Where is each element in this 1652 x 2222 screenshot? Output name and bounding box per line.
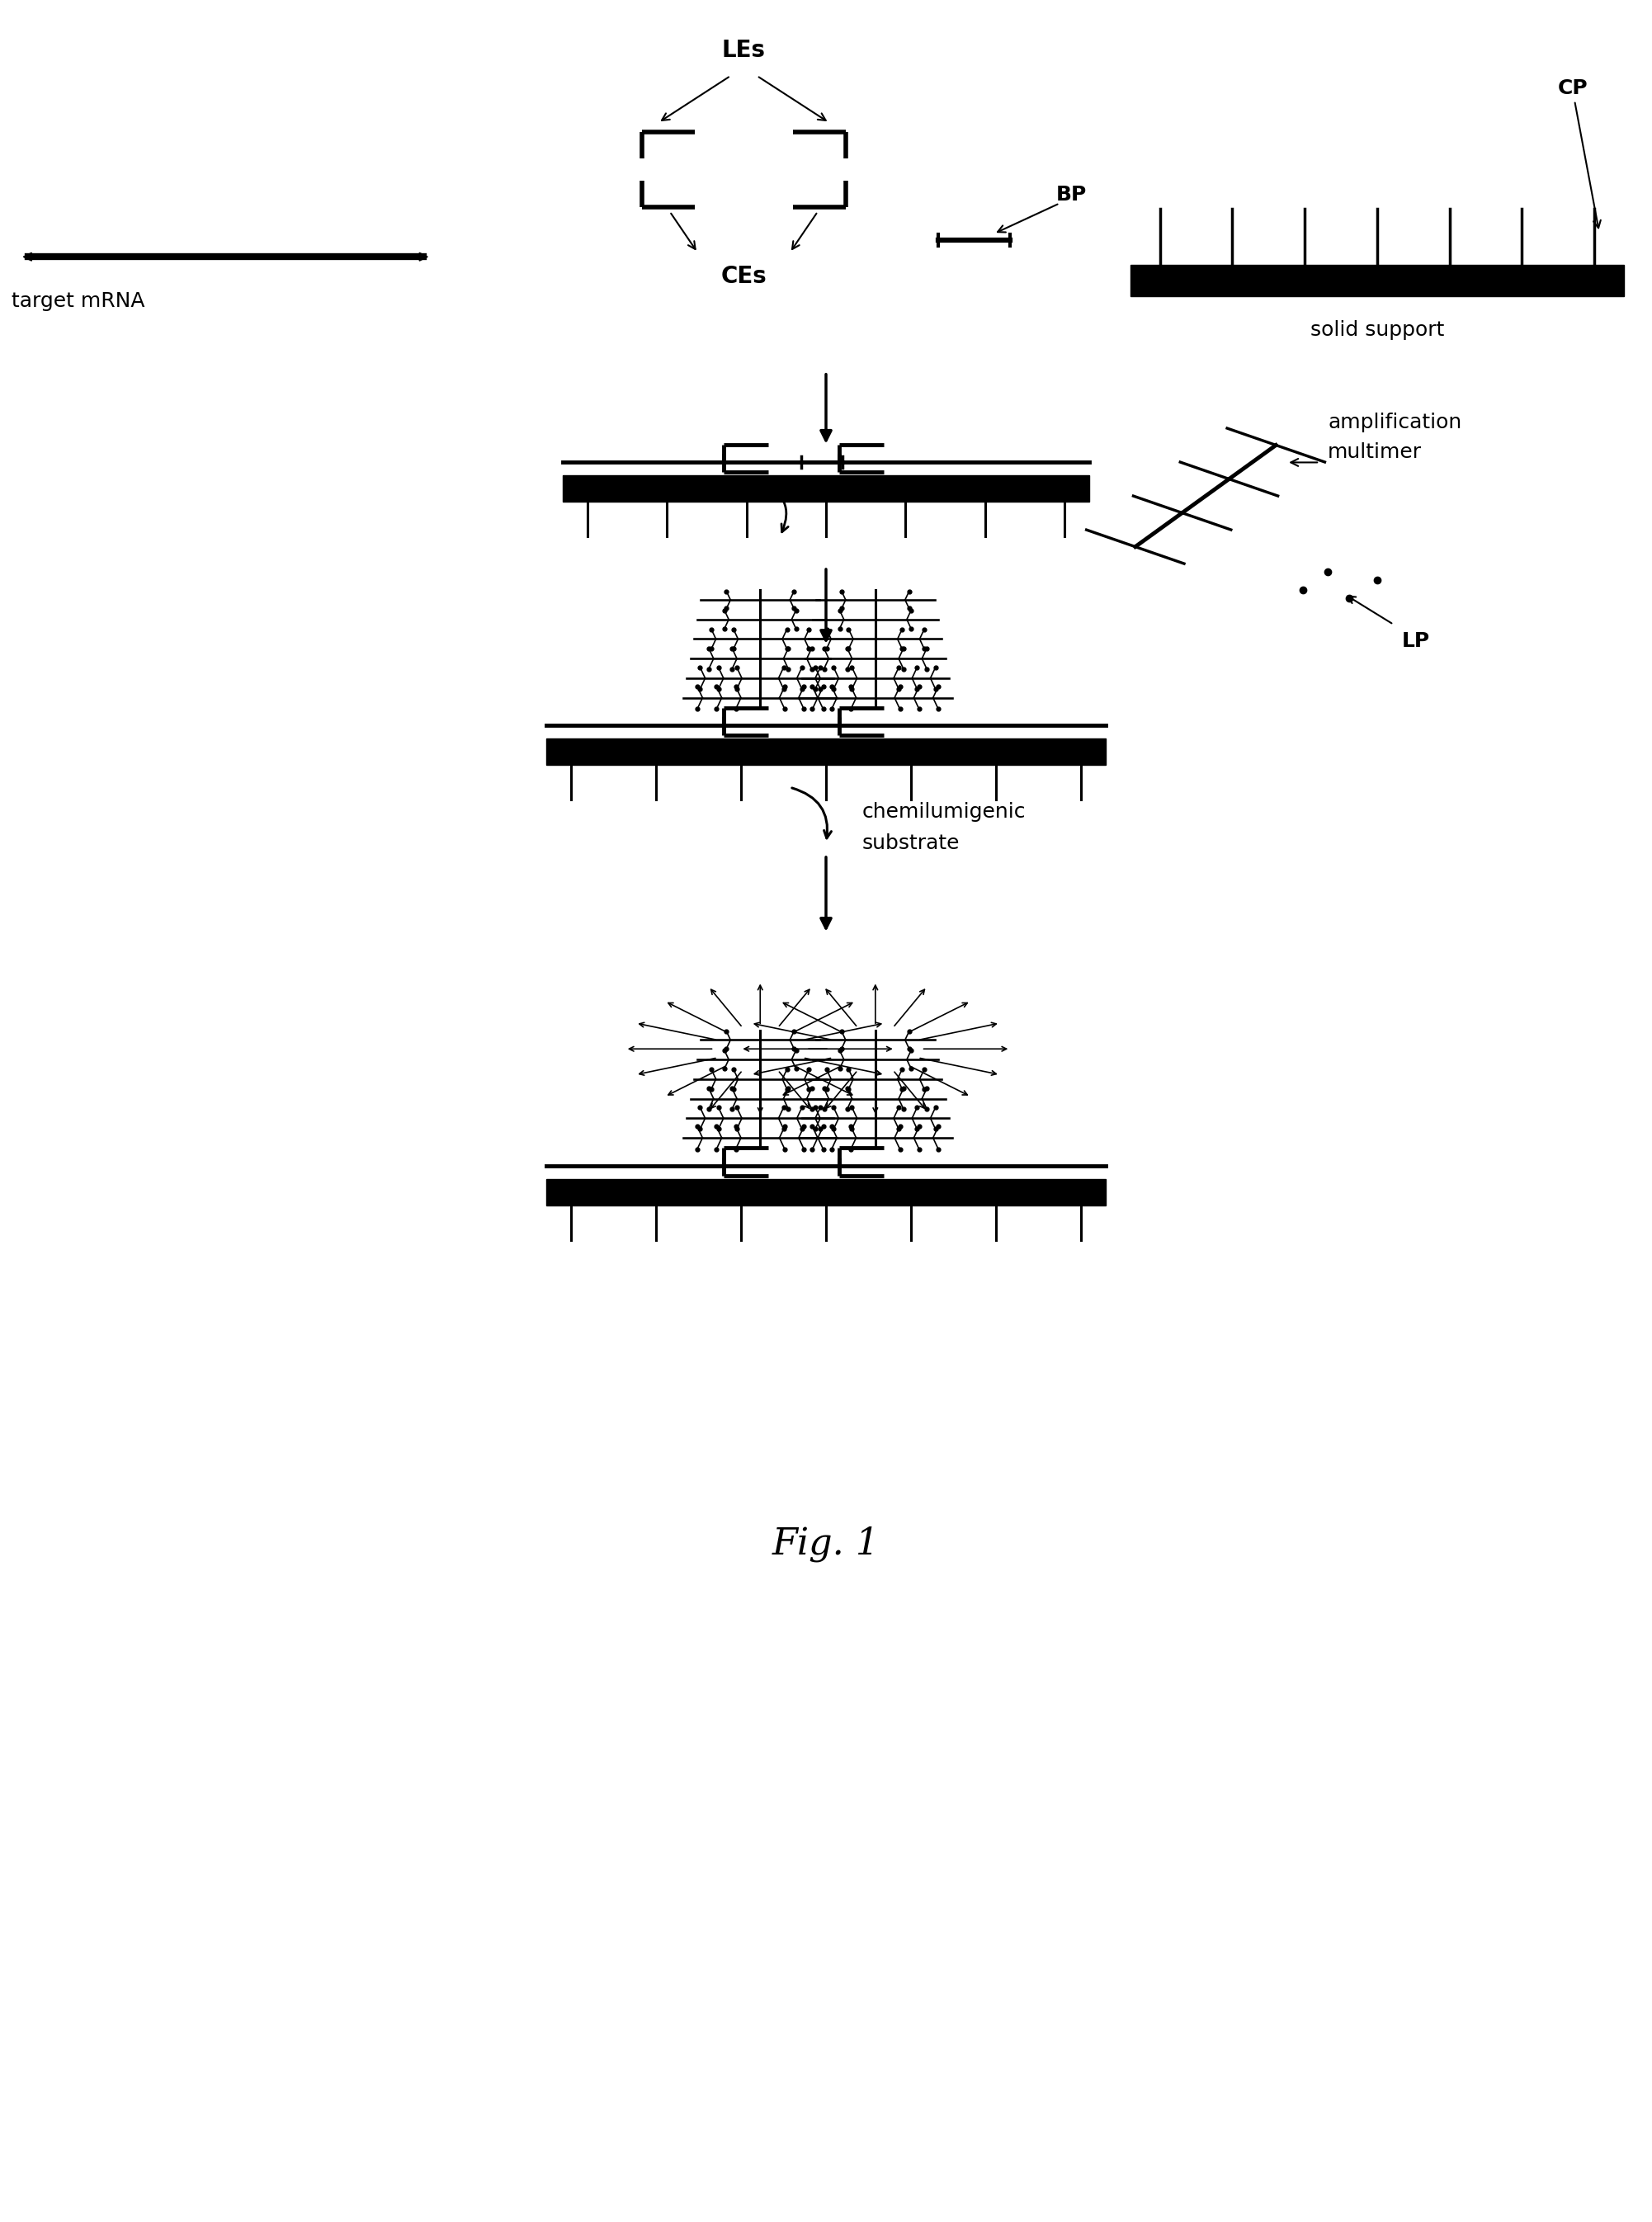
Text: CEs: CEs <box>720 264 767 289</box>
Text: solid support: solid support <box>1310 320 1444 340</box>
Bar <box>563 476 1089 502</box>
Bar <box>547 738 1105 764</box>
Text: amplification: amplification <box>1328 413 1462 431</box>
Text: substrate: substrate <box>862 833 960 853</box>
Bar <box>1130 264 1624 296</box>
Text: CP: CP <box>1558 78 1588 98</box>
Text: chemilumigenic: chemilumigenic <box>862 802 1026 822</box>
Text: LEs: LEs <box>722 38 765 62</box>
Text: multimer: multimer <box>1328 442 1422 462</box>
Bar <box>547 1180 1105 1204</box>
Text: Fig. 1: Fig. 1 <box>771 1527 881 1562</box>
Text: target mRNA: target mRNA <box>12 291 145 311</box>
Text: LP: LP <box>1403 631 1431 651</box>
Text: BP: BP <box>1056 184 1087 204</box>
